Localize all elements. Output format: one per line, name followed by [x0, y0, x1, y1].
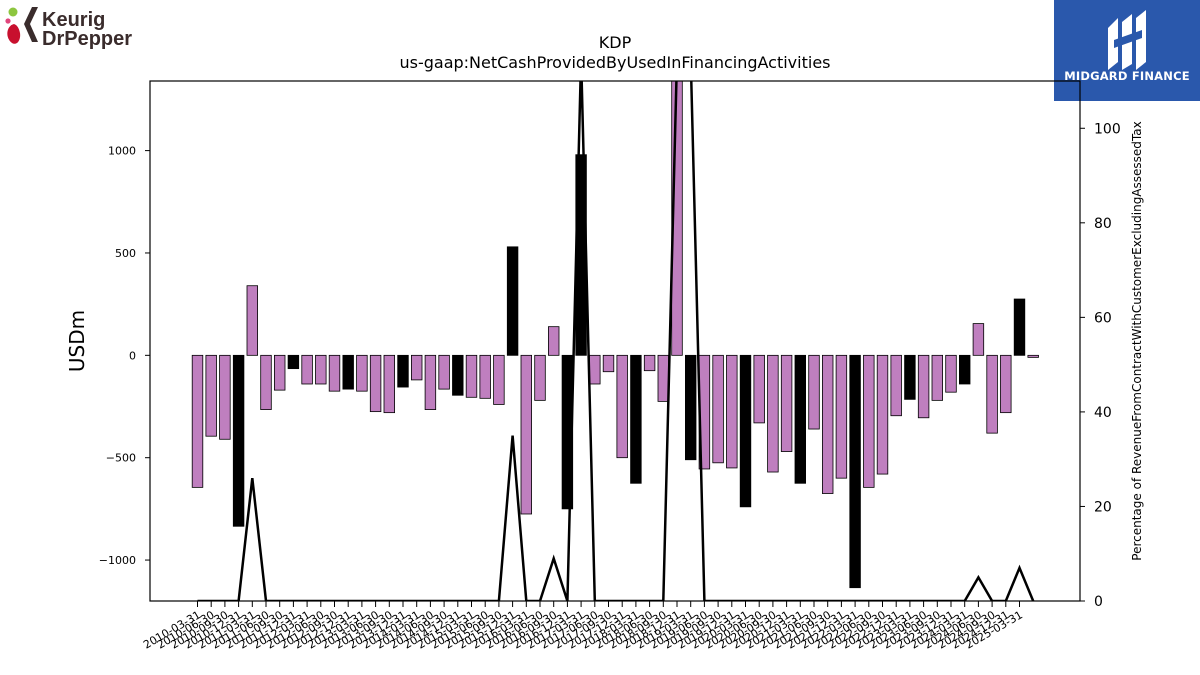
logo-line2-text: DrPepper [42, 28, 132, 50]
chart-subtitle: us-gaap:NetCashProvidedByUsedInFinancing… [399, 53, 830, 72]
y-tick-label: 0 [129, 349, 136, 362]
y-tick-label: 1000 [108, 145, 136, 158]
y2-tick-label: 20 [1094, 499, 1112, 515]
bar-2024-12-31 [1000, 354, 1012, 414]
bar-2016-06-30 [534, 354, 546, 401]
bar-2013-12-31 [397, 354, 409, 388]
bar-2010-03-31 [191, 354, 204, 488]
bar-2022-09-30 [876, 354, 889, 475]
bar-2013-03-31 [356, 354, 368, 392]
logo-mark-icon: Keurig DrPepper [5, 7, 132, 50]
bar-2023-06-30 [917, 354, 930, 419]
bar-2011-09-30 [273, 354, 286, 391]
bar-2024-06-30 [972, 323, 985, 356]
bar-2010-06-30 [205, 354, 217, 437]
midgard-brand-text: MIDGARD FINANCE [1064, 69, 1190, 83]
bar-2023-12-31 [945, 354, 957, 393]
bar-2021-06-30 [808, 354, 820, 430]
bar-2019-12-31 [726, 354, 738, 469]
keurig-dr-pepper-logo: Keurig DrPepper [4, 4, 154, 50]
bar-2023-09-30 [931, 354, 944, 401]
y2-tick-label: 100 [1094, 121, 1121, 137]
y-tick-label: −1000 [99, 554, 136, 567]
bar-2015-03-31 [465, 354, 478, 398]
bar-2012-06-30 [315, 354, 327, 385]
bar-2021-09-30 [822, 354, 834, 494]
bar-2015-06-30 [479, 354, 491, 399]
y2-axis-label: Percentage of RevenueFromContractWithCus… [1130, 121, 1144, 560]
bar-2020-03-31 [739, 354, 752, 508]
bar-2011-03-31 [246, 285, 259, 356]
bar-2014-03-31 [410, 354, 423, 381]
bar-2020-12-31 [780, 354, 793, 452]
bar-2016-09-30 [548, 326, 560, 356]
bar-2019-03-31 [685, 354, 697, 461]
bar-2024-03-31 [959, 354, 971, 385]
bar-2013-06-30 [369, 354, 382, 413]
bar-2018-09-30 [657, 354, 670, 402]
chart-title: KDP [599, 33, 632, 52]
bar-2011-12-31 [287, 354, 300, 370]
bar-2018-12-31 [671, 81, 683, 356]
bar-2013-09-30 [383, 354, 396, 414]
bar-2015-09-30 [493, 354, 505, 405]
bar-2020-09-30 [767, 354, 779, 473]
y2-tick-label: 60 [1094, 310, 1112, 326]
bar-2017-09-30 [602, 354, 615, 373]
bar-2014-12-31 [452, 354, 464, 396]
bar-2020-06-30 [753, 354, 765, 424]
bar-2010-09-30 [219, 354, 231, 440]
bar-2011-06-30 [260, 354, 272, 410]
bar-2015-12-31 [506, 246, 519, 356]
bar-2014-06-30 [424, 354, 437, 410]
bar-2024-09-30 [986, 354, 998, 434]
y2-tick-label: 0 [1094, 594, 1103, 610]
y-axis-label: USDm [65, 310, 89, 372]
y-tick-label: 500 [115, 247, 136, 260]
bar-2022-12-31 [890, 354, 902, 417]
bar-2014-09-30 [438, 354, 450, 390]
bar-2018-06-30 [643, 354, 656, 372]
bar-2012-03-31 [301, 354, 313, 385]
bar-2025-03-31 [1013, 298, 1026, 356]
bar-2017-06-30 [589, 354, 601, 385]
plot-frame [149, 80, 1081, 602]
bar-2012-09-30 [328, 354, 341, 392]
bar-2019-09-30 [712, 354, 724, 464]
logo-line1-text: Keurig [42, 9, 105, 31]
y-tick-label: −500 [106, 452, 136, 465]
bar-2018-03-31 [630, 354, 642, 484]
bar-2016-03-31 [520, 354, 533, 515]
bar-2022-06-30 [863, 354, 875, 488]
bar-2021-12-31 [835, 354, 848, 479]
bar-2012-12-31 [342, 354, 354, 390]
bar-61 [1027, 354, 1039, 358]
midgard-mark-icon [1108, 10, 1146, 70]
midgard-finance-logo: MIDGARD FINANCE [1054, 0, 1200, 101]
line-series-revenue-percentage [197, 81, 1035, 601]
bar-2021-03-31 [794, 354, 807, 484]
bar-2023-03-31 [904, 354, 916, 400]
bar-2022-03-31 [849, 354, 861, 589]
bar-2017-12-31 [616, 354, 628, 459]
bar-2010-12-31 [232, 354, 245, 527]
y2-tick-label: 40 [1094, 405, 1112, 421]
y2-tick-label: 80 [1094, 216, 1112, 232]
